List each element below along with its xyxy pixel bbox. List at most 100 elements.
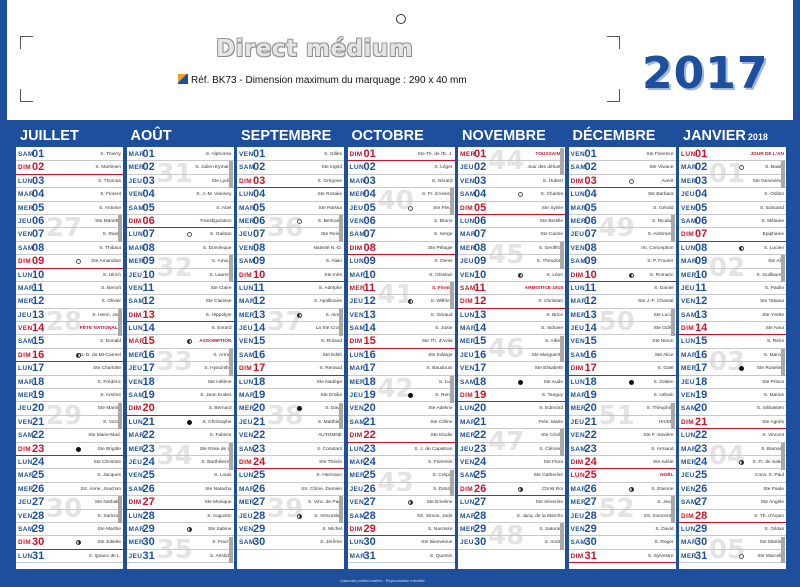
saint-name: S. Florentin	[427, 459, 453, 465]
day-of-week: JEU	[18, 217, 32, 225]
saint-name: Ste Charlotte	[93, 366, 121, 372]
day-of-week: DIM	[239, 177, 253, 185]
day-number: 08	[32, 241, 45, 254]
saint-name: S. Brice	[546, 312, 563, 318]
day-number: 30	[584, 536, 597, 549]
day-of-week: MER	[681, 271, 697, 279]
day-number: 15	[32, 335, 45, 348]
saint-name: S. Michel	[322, 526, 342, 532]
moon-phase-icon	[628, 178, 634, 184]
day-row: SAM 02 Ste Ingrid	[237, 161, 344, 175]
day-of-week: VEN	[681, 204, 696, 212]
day-row: JEU 07 Ste Reine	[237, 228, 344, 242]
day-row: MER 20 S. Davy	[237, 402, 344, 416]
day-number: 28	[32, 509, 45, 522]
saint-name: S. Thomas	[97, 178, 121, 184]
day-of-week: JEU	[239, 231, 253, 239]
logo-icon	[178, 74, 188, 84]
day-of-week: MER	[349, 378, 366, 386]
day-row: MER 11 S. Firmin	[347, 282, 455, 296]
day-row: MER 18 S. Luc	[347, 376, 455, 390]
month-header: NOVEMBRE	[458, 126, 565, 147]
day-row: DIM 07 Epiphanie	[679, 228, 786, 242]
saint-name: Ste Adeline	[428, 406, 453, 412]
week-bar	[118, 402, 122, 430]
saint-name: S. Olivier	[101, 299, 121, 305]
day-number: 06	[474, 214, 487, 227]
day-row: JEU 27 Ste Nathalie	[16, 496, 123, 510]
day-of-week: SAM	[681, 499, 697, 507]
day-of-week: VEN	[570, 338, 586, 346]
day-number: 13	[363, 308, 376, 321]
day-of-week: DIM	[570, 365, 584, 373]
day-of-week: LUN	[460, 405, 475, 413]
week-bar	[228, 536, 233, 564]
day-number: 27	[363, 496, 376, 509]
saint-name: Ste Agnès	[762, 419, 784, 425]
day-number: 02	[695, 161, 708, 174]
day-row: VEN 25 S. Louis	[126, 469, 234, 483]
day-number: 20	[695, 402, 708, 415]
saint-name: S. Donald	[99, 339, 121, 345]
day-number: 04	[695, 188, 708, 201]
day-row: VEN 22 AUTOMNE	[237, 429, 344, 443]
week-bar	[560, 523, 564, 550]
day-of-week: MER	[570, 405, 587, 413]
day-row: LUN 28 S. Augustin	[126, 510, 234, 523]
day-of-week: VEN	[681, 392, 696, 400]
saint-name: Ste Th. d'Avila	[421, 339, 453, 345]
day-number: 20	[253, 402, 266, 415]
day-of-week: VEN	[570, 244, 586, 252]
day-number: 15	[363, 335, 376, 348]
day-row: VEN 06 S. Bruno	[347, 215, 455, 229]
saint-name: S. Christian	[538, 299, 563, 305]
day-row: JEU 14 Ste Odile	[568, 322, 676, 336]
day-number: 14	[695, 322, 708, 335]
day-of-week: DIM	[681, 325, 695, 333]
day-of-week: LUN	[239, 284, 254, 292]
day-row: MER 22 Ste Cécile	[458, 429, 565, 443]
saint-name: S. Saturnin	[539, 526, 563, 532]
day-row: SAM 14 S. Juste	[347, 322, 455, 336]
saint-name: NOËL	[660, 473, 674, 479]
day-of-week: JEU	[681, 472, 695, 480]
saint-name: Ste Th. de l'E. J.	[417, 152, 453, 157]
day-of-week: VEN	[460, 271, 475, 279]
day-row: LUN 06 Ste Bertille	[458, 214, 565, 229]
day-of-week: LUN	[18, 552, 33, 560]
day-number: 01	[474, 148, 487, 160]
day-number: 29	[253, 522, 266, 535]
saint-name: S. Jean Eudes	[200, 393, 232, 399]
month-name: SEPTEMBRE	[241, 128, 332, 144]
day-number: 21	[584, 415, 597, 428]
day-row: LUN 04 Ste Barbara	[568, 188, 676, 202]
day-row: MER 15 S. Albert	[458, 335, 565, 349]
day-row: JEU 20 Ste Marina	[16, 402, 123, 416]
day-number: 17	[584, 362, 597, 375]
day-number: 01	[695, 148, 708, 160]
saint-name: S. Grégoire	[317, 178, 342, 184]
saint-name: Ste Martine	[759, 540, 784, 546]
day-number: 24	[32, 455, 45, 468]
day-number: 24	[474, 455, 487, 468]
day-number: 05	[32, 201, 45, 214]
day-number: 26	[695, 482, 708, 495]
day-number: 16	[474, 348, 487, 361]
day-row: SAM 06 S. Mélaine	[679, 215, 786, 229]
day-of-week: MAR	[349, 271, 366, 279]
day-number: 01	[363, 148, 376, 160]
day-of-week: DIM	[570, 552, 584, 560]
day-number: 23	[253, 442, 266, 455]
saint-name: S. Louis	[214, 473, 232, 479]
day-of-week: SAM	[128, 204, 145, 212]
day-number: 24	[695, 455, 708, 468]
day-of-week: LUN	[349, 445, 365, 453]
saint-name: S. Sébastien	[756, 406, 784, 412]
day-number: 20	[142, 402, 155, 415]
day-number: 07	[32, 228, 45, 241]
day-number: 17	[474, 362, 487, 375]
saint-name: Ste Bienvenue	[421, 540, 453, 546]
week-bar	[560, 335, 564, 363]
week-bar	[449, 282, 454, 309]
day-row: VEN 19 S. Marius	[679, 389, 786, 403]
